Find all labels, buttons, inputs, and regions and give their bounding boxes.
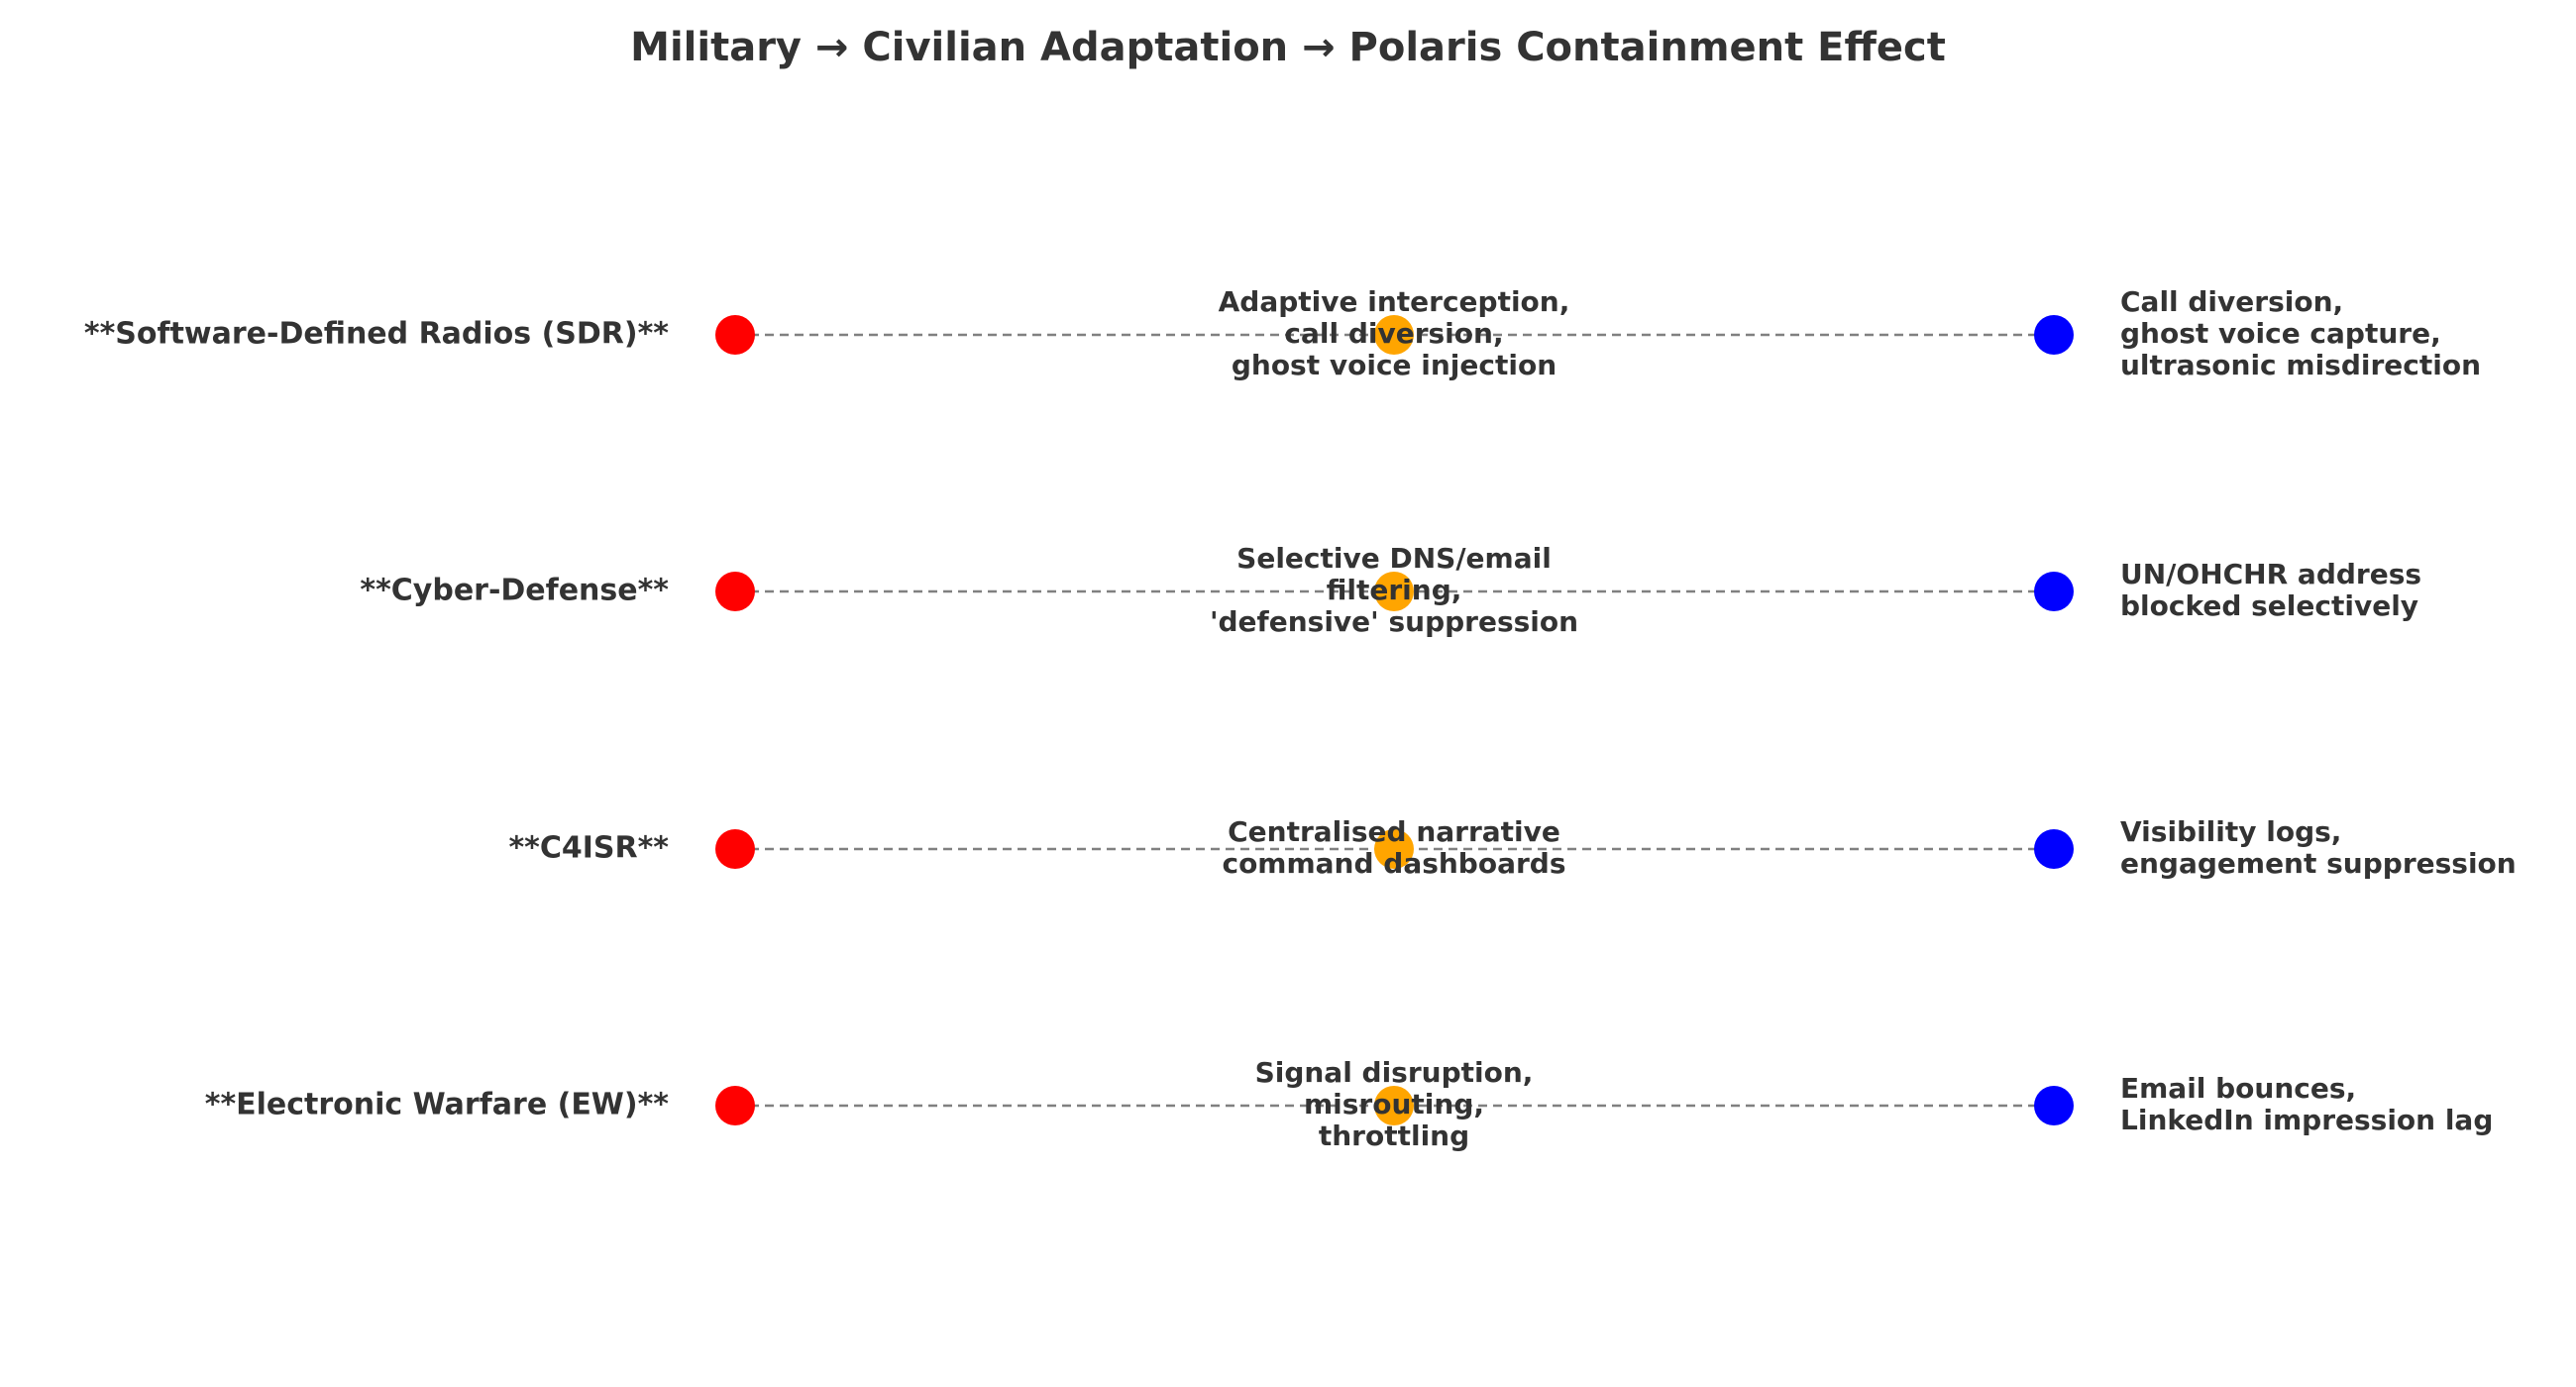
technology-label: **Electronic Warfare (EW)** (205, 1088, 670, 1122)
effect-text: Email bounces, (2120, 1072, 2356, 1105)
containment-node (2034, 1086, 2074, 1125)
military-node (715, 1086, 755, 1125)
effect-text: engagement suppression (2120, 847, 2517, 880)
civilian-node (1374, 1086, 1414, 1125)
technology-label: **Cyber-Defense** (360, 574, 669, 608)
adaptation-text: Adaptive interception, (1219, 285, 1570, 318)
containment-node (2034, 315, 2074, 355)
civilian-node (1374, 315, 1414, 355)
technology-label: **Software-Defined Radios (SDR)** (84, 317, 669, 352)
military-node (715, 829, 755, 869)
effect-text: UN/OHCHR address (2120, 558, 2421, 590)
adaptation-text: throttling (1319, 1120, 1469, 1152)
technology-label: **C4ISR** (508, 831, 669, 866)
flow-row: **Software-Defined Radios (SDR)** Adaptiv… (84, 285, 2481, 381)
effect-text: LinkedIn impression lag (2120, 1104, 2493, 1136)
adaptation-text: command dashboards (1222, 847, 1565, 880)
adaptation-text: ghost voice injection (1232, 349, 1556, 381)
military-node (715, 572, 755, 611)
adaptation-text: misrouting, (1304, 1088, 1484, 1120)
adaptation-text: Centralised narrative (1228, 815, 1560, 848)
effect-text: blocked selectively (2120, 589, 2418, 622)
adaptation-text: 'defensive' suppression (1210, 605, 1578, 638)
effect-text: ghost voice capture, (2120, 317, 2441, 350)
civilian-node (1374, 572, 1414, 611)
effect-text: Call diversion, (2120, 285, 2343, 318)
effect-text: ultrasonic misdirection (2120, 349, 2481, 381)
adaptation-text: Selective DNS/email (1236, 542, 1552, 575)
adaptation-text: call diversion, (1284, 317, 1503, 350)
adaptation-text: filtering, (1327, 574, 1462, 606)
containment-node (2034, 572, 2074, 611)
effect-text: Visibility logs, (2120, 815, 2341, 848)
containment-node (2034, 829, 2074, 869)
rows-layer: **Software-Defined Radios (SDR)** Adaptiv… (84, 285, 2517, 1152)
diagram-title: Military → Civilian Adaptation → Polaris… (630, 25, 1946, 70)
adaptation-text: Signal disruption, (1255, 1056, 1534, 1089)
flow-row: **Electronic Warfare (EW)** Signal disrup… (205, 1056, 2494, 1152)
military-node (715, 315, 755, 355)
civilian-node (1374, 829, 1414, 869)
flow-row: **Cyber-Defense** Selective DNS/emailfilt… (360, 542, 2421, 638)
